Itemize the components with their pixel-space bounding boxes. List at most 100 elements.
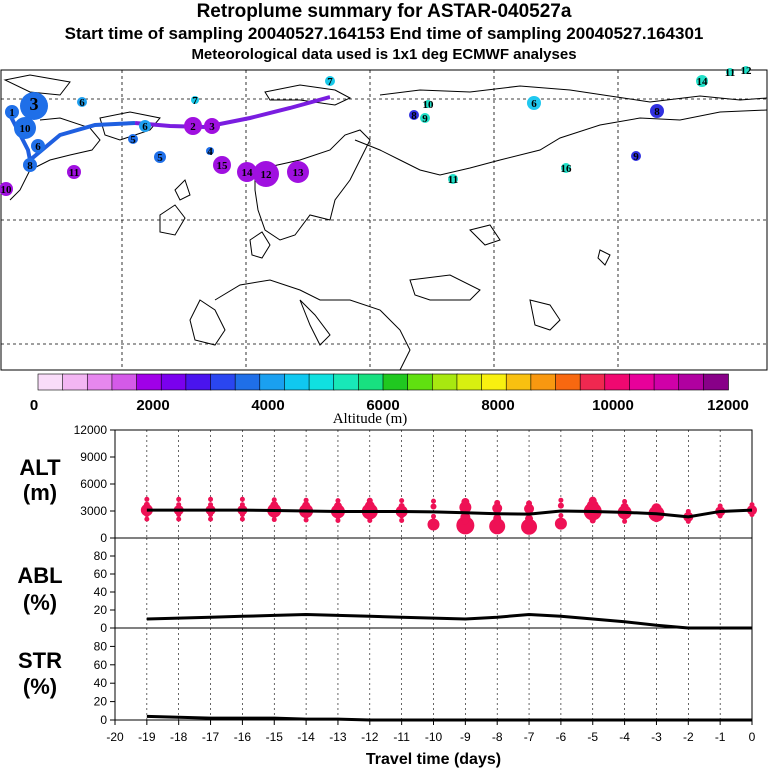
altitude-point [587,510,598,521]
x-tick-label: -4 [619,730,630,744]
plume-marker-dot [67,165,81,179]
y-tick-label: 60 [94,658,108,672]
colorbar-swatch [37,373,64,391]
plume-marker-label: 6 [531,98,537,110]
colorbar-swatch [382,373,409,391]
plume-marker-label: 14 [697,76,709,88]
time-series-panels: 030006000900012000ALT(m)020406080ABL(%)0… [17,423,757,768]
plume-marker: 4 [206,146,214,158]
colorbar-swatch [358,373,384,391]
altitude-point [461,498,470,506]
altitude-panel: 0 3000 6000 9000 12000 ALT(m) [19,423,757,545]
plume-marker-label: 10 [20,123,32,135]
abl-panel-line [146,612,752,630]
plume-marker-dot [184,117,202,135]
plume-marker: 1 [5,105,19,119]
altitude-point [524,503,535,514]
x-tick-label: -8 [492,730,503,744]
altitude-point [685,518,691,524]
plume-marker-label: 2 [190,121,196,133]
colorbar-swatch [136,373,163,391]
plume-marker-dot [0,182,13,196]
altitude-point [176,512,182,518]
altitude-point [622,518,628,524]
y-tick-label: 0 [100,713,107,727]
plume-marker-label: 9 [633,151,639,163]
colorbar-tick-label: 8000 [481,397,514,414]
plume-marker-dot [139,120,151,132]
x-tick-label: -9 [460,730,471,744]
plume-marker-label: 8 [27,160,33,172]
altitude-point [588,496,597,505]
x-tick-label: -11 [393,730,410,744]
mean-altitude-line [146,508,753,519]
x-tick-label: 0 [749,730,756,744]
altitude-point [208,516,214,522]
altitude-point [526,500,533,507]
plume-marker: 15 [213,156,231,174]
colorbar-swatch [333,373,360,391]
plume-marker-dot [191,96,199,104]
colorbar-tick-label: 0 [30,397,38,414]
altitude-point [521,518,538,535]
plume-marker-label: 14 [242,167,254,179]
plume-marker-dot [561,163,571,173]
altitude-point [717,513,723,519]
x-tick-label: -12 [361,730,379,744]
plume-marker-label: 10 [423,99,435,111]
plume-marker-dot [206,147,214,155]
colorbar-tick-label: 2000 [136,397,169,414]
colorbar-tick-label: 6000 [366,397,399,414]
colorbar-swatch [407,373,434,391]
colorbar-swatch [530,373,557,391]
colorbar-swatch [160,373,187,391]
plume-marker-dot [20,92,48,120]
plume-marker-label: 11 [448,174,458,186]
plume-marker-dot [14,117,36,139]
y-tick-label: 40 [94,585,108,599]
altitude-point [557,502,564,509]
plume-marker-label: 3 [209,121,215,133]
plume-marker-dot [527,96,541,110]
trajectory-path-purple [134,95,331,130]
altitude-point [208,502,214,508]
altitude-point [430,503,437,510]
plume-marker-label: 6 [35,141,41,153]
altitude-point [176,502,182,508]
plume-marker-label: 12 [261,169,273,181]
plume-marker-dot [424,100,432,108]
y-tick-label: 60 [94,567,108,581]
colorbar-swatch [703,373,729,391]
plume-marker: 2 [184,117,202,135]
colorbar-swatch [604,373,631,391]
colorbar-swatch [86,373,113,391]
x-tick-label: -19 [138,730,156,744]
altitude-point [176,496,182,502]
y-tick-label: 20 [94,695,108,709]
altitude-point [302,501,311,510]
altitude-point [526,520,532,526]
plume-marker: 5 [128,134,138,146]
plume-marker-dot [23,158,37,172]
altitude-point [431,513,436,519]
panel-y-label: (%) [23,590,57,615]
plume-marker-dot [742,66,750,74]
altitude-point [494,520,500,526]
y-tick-label: 0 [100,621,107,635]
plume-marker-dot [631,151,641,161]
colorbar-tick-label: 4000 [251,397,284,414]
altitude-point [685,508,691,514]
plume-marker: 6 [139,120,151,133]
plume-marker: 6 [527,96,541,110]
altitude-point [367,517,373,523]
plume-marker-label: 6 [142,121,148,133]
plume-marker: 10 [423,99,435,111]
altitude-point [239,502,245,508]
plume-marker-label: 6 [79,97,85,109]
plume-marker-dot [77,97,87,107]
altitude-point [492,503,503,514]
colorbar-swatch [210,373,236,391]
altitude-point [651,503,662,514]
